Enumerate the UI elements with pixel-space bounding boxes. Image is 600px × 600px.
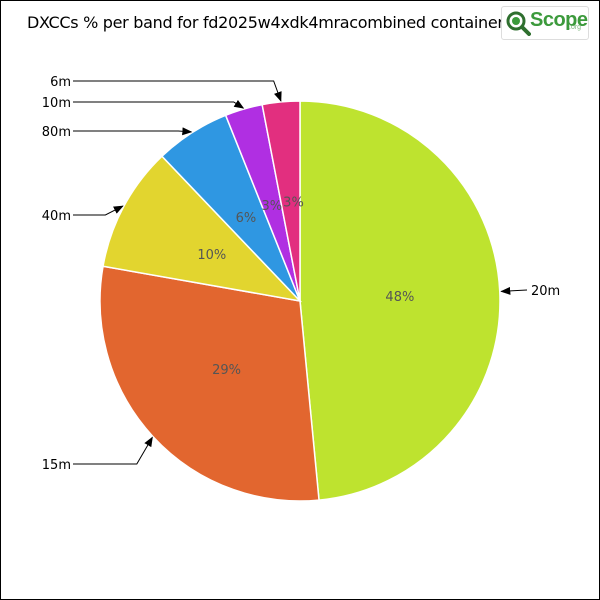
band-label-20m: 20m: [531, 284, 560, 299]
pct-label-40m: 10%: [197, 248, 226, 263]
band-label-15m: 15m: [42, 458, 71, 473]
leader-line-40m: [73, 205, 124, 216]
logo-text: Scope: [530, 9, 588, 31]
chart-title: DXCCs % per band for fd2025w4xdk4mracomb…: [27, 13, 508, 32]
pie-slice-40m: [102, 155, 303, 303]
magnifier-icon: [506, 11, 531, 36]
band-label-40m: 40m: [42, 209, 71, 224]
pct-label-20m: 48%: [385, 290, 414, 305]
leader-line-15m: [73, 436, 153, 465]
pie-slice-20m: [299, 100, 501, 501]
leader-line-80m: [73, 127, 193, 136]
leader-line-6m: [73, 80, 282, 102]
leader-line-20m: [500, 286, 528, 295]
pct-label-80m: 6%: [236, 211, 257, 226]
pie-slice-6m: [261, 100, 301, 302]
pct-label-10m: 3%: [262, 199, 283, 214]
pct-label-6m: 3%: [283, 195, 304, 210]
pct-label-15m: 29%: [212, 363, 241, 378]
band-label-10m: 10m: [42, 96, 71, 111]
leader-line-10m: [73, 99, 245, 109]
logo-suffix: .org: [569, 24, 582, 31]
band-label-6m: 6m: [50, 75, 71, 90]
band-label-80m: 80m: [42, 125, 71, 140]
qrz-scope-logo: Scope .org: [501, 6, 589, 40]
pie-slice-15m: [99, 265, 320, 502]
